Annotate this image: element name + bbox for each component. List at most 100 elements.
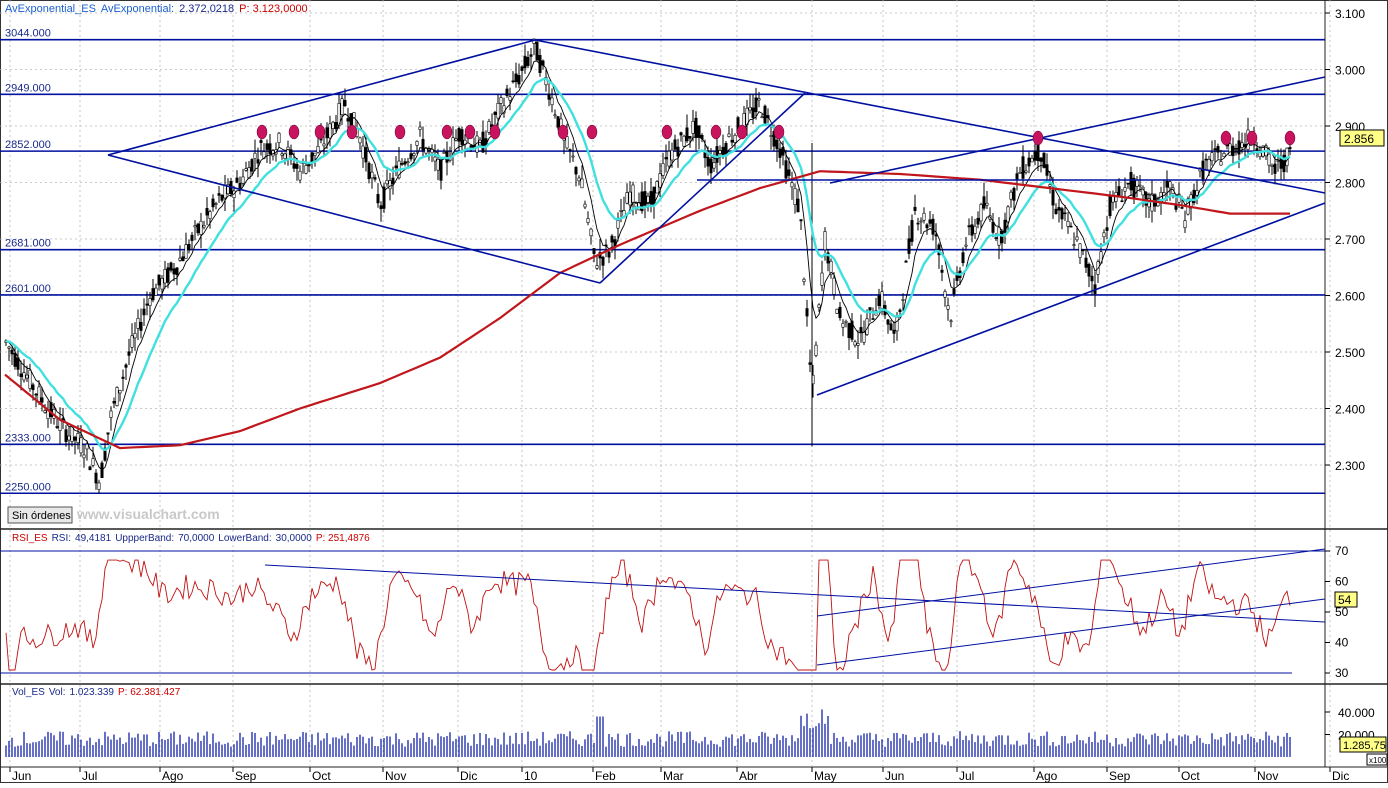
candle-body	[169, 262, 173, 271]
candle-body	[880, 291, 884, 309]
candle-body	[286, 146, 290, 159]
candle-body	[373, 177, 377, 180]
candle-body	[1204, 158, 1208, 161]
candle-body	[25, 374, 29, 379]
candle-body	[745, 107, 749, 126]
candle-body	[295, 164, 299, 169]
candle-body	[1180, 207, 1184, 209]
candle-body	[136, 318, 140, 329]
candle-body	[790, 182, 794, 188]
candle-body	[1240, 142, 1244, 148]
candle-body	[292, 163, 296, 169]
candle-body	[565, 136, 569, 149]
candle-body	[1084, 257, 1088, 268]
x-tick-label: Jun	[885, 769, 904, 783]
candle-body	[715, 146, 719, 163]
candle-body	[298, 170, 302, 181]
candle-body	[28, 369, 32, 389]
candle-body	[94, 472, 98, 484]
candle-body	[913, 206, 917, 211]
candle-body	[607, 251, 611, 258]
candle-body	[40, 397, 44, 403]
candle-body	[841, 323, 845, 328]
rsi-header-text: 30,0000	[276, 533, 313, 544]
candle-body	[1288, 147, 1292, 150]
candle-body	[196, 223, 200, 234]
candle-body	[184, 244, 188, 259]
volume-scale-box	[1366, 753, 1388, 766]
rsi-y-tick-label: 40	[1335, 636, 1349, 650]
candle-body	[415, 141, 419, 146]
candle-body	[67, 435, 71, 441]
rsi-trendline	[816, 598, 1326, 666]
candle-body	[91, 458, 95, 466]
candle-body	[181, 256, 185, 262]
candle-body	[1006, 206, 1010, 223]
candle-body	[688, 135, 692, 139]
volume-bars	[5, 709, 1291, 757]
x-tick-label: Jul	[959, 769, 974, 783]
candle-body	[634, 203, 638, 208]
candle-body	[55, 426, 59, 428]
candle-body	[1126, 182, 1130, 185]
candle-body	[712, 162, 716, 169]
candle-body	[682, 135, 686, 147]
candle-body	[1213, 148, 1217, 151]
candle-body	[421, 139, 425, 151]
x-tick-label: Dic	[1332, 769, 1349, 783]
candle-body	[343, 100, 347, 107]
signal-marker	[661, 124, 673, 140]
candle-body	[838, 306, 842, 318]
candle-body	[1237, 140, 1241, 155]
candle-body	[1009, 191, 1013, 200]
candle-body	[151, 288, 155, 301]
candle-body	[1051, 189, 1055, 206]
candle-body	[856, 343, 860, 346]
rsi-header-text: P: 251,4876	[316, 533, 370, 544]
candle-body	[694, 117, 698, 138]
candle-body	[85, 443, 89, 450]
candle-body	[313, 152, 317, 156]
price-header-text: P: 3.123,0000	[239, 3, 308, 15]
candle-body	[928, 219, 932, 224]
candle-body	[277, 132, 281, 143]
orders-button[interactable]: Sin órdenes	[7, 506, 73, 524]
candle-body	[871, 318, 875, 320]
candle-body	[220, 194, 224, 201]
candle-body	[661, 163, 665, 176]
candle-body	[1078, 243, 1082, 258]
candle-body	[103, 447, 107, 461]
candle-body	[847, 323, 851, 338]
candle-body	[376, 194, 380, 204]
candle-body	[1057, 207, 1061, 211]
candle-body	[487, 120, 491, 133]
candle-body	[628, 191, 632, 206]
signal-marker	[314, 124, 326, 140]
candle-body	[673, 139, 677, 150]
candle-body	[1270, 165, 1274, 167]
candle-body	[322, 143, 326, 147]
candle-body	[646, 195, 650, 204]
candle-body	[457, 128, 461, 142]
candle-body	[145, 303, 149, 306]
level-label: 3044.000	[5, 28, 51, 40]
candle-body	[1144, 192, 1148, 206]
x-tick-label: Oct	[1181, 769, 1200, 783]
rsi-header-text: RSI_ES	[12, 533, 48, 544]
candle-body	[187, 243, 191, 251]
candle-body	[799, 219, 803, 222]
candle-body	[22, 372, 26, 381]
candle-body	[367, 162, 371, 180]
candle-body	[268, 143, 272, 155]
candle-body	[256, 159, 260, 164]
rsi-y-tick-label: 70	[1335, 544, 1349, 558]
candle-body	[358, 137, 362, 144]
x-tick-label: Oct	[312, 769, 331, 783]
candle-body	[505, 88, 509, 96]
candle-body	[19, 373, 23, 377]
trendline	[107, 39, 536, 156]
candle-body	[97, 482, 101, 490]
trendline	[534, 39, 1326, 194]
candle-body	[664, 157, 668, 160]
